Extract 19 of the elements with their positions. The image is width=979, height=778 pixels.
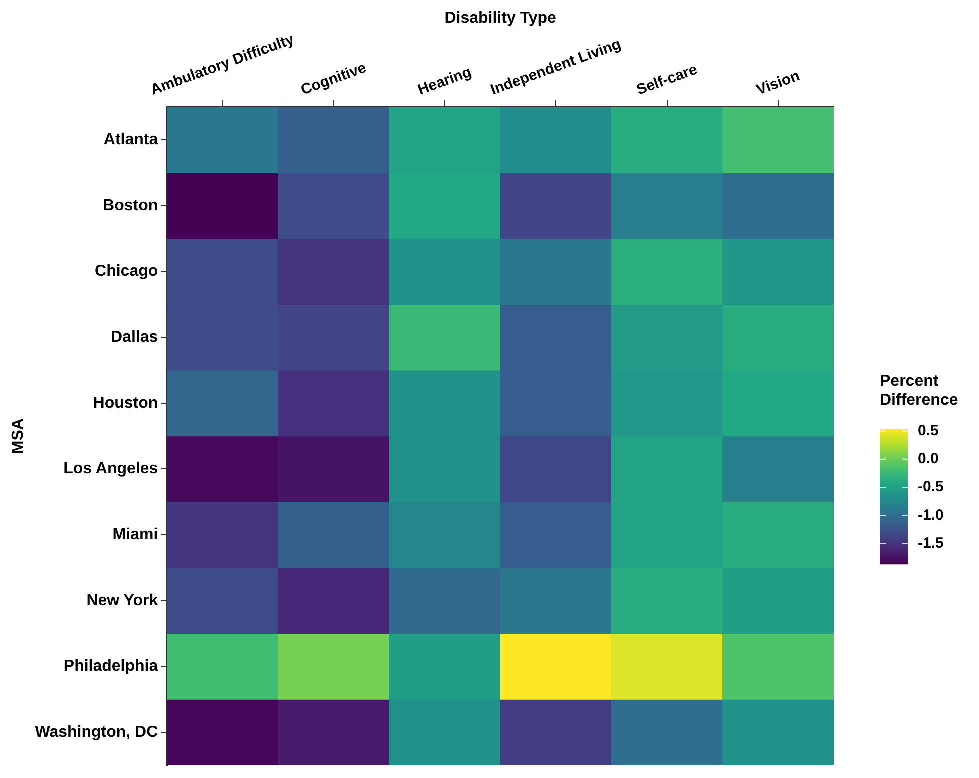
y-tick-label: Miami: [112, 526, 158, 544]
y-tick-label: Atlanta: [104, 132, 158, 149]
color-bar-label: 0.5: [918, 422, 939, 440]
x-axis-title: Disability Type: [444, 10, 557, 28]
y-tick-label: Philadelphia: [64, 658, 158, 676]
y-tick-label: Washington, DC: [35, 724, 159, 741]
y-tick-label: Houston: [93, 394, 158, 412]
y-tick-label: Chicago: [95, 263, 158, 280]
x-tick-label: Vision: [754, 68, 802, 99]
color-bar-title: Percent Difference: [880, 373, 958, 409]
y-tick-label: Los Angeles: [64, 460, 158, 478]
color-bar-label: -1.0: [918, 506, 944, 524]
y-tick-label: Boston: [103, 197, 158, 214]
y-tick-label: Dallas: [111, 328, 158, 346]
y-axis-title: MSA: [10, 418, 28, 454]
color-bar-label: -0.5: [918, 478, 944, 496]
color-bar-label: -1.5: [918, 534, 944, 552]
color-bar-label: 0.0: [918, 450, 939, 468]
y-tick-label: New York: [86, 592, 158, 610]
